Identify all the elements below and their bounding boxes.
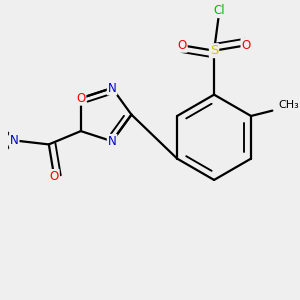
Text: N: N [108, 82, 116, 94]
Text: O: O [50, 170, 59, 183]
Text: N: N [10, 134, 19, 147]
Text: O: O [242, 39, 251, 52]
Text: S: S [210, 44, 218, 57]
Text: CH₃: CH₃ [278, 100, 299, 110]
Text: O: O [76, 92, 86, 105]
Text: Cl: Cl [214, 4, 225, 17]
Text: N: N [108, 135, 116, 148]
Text: O: O [178, 39, 187, 52]
